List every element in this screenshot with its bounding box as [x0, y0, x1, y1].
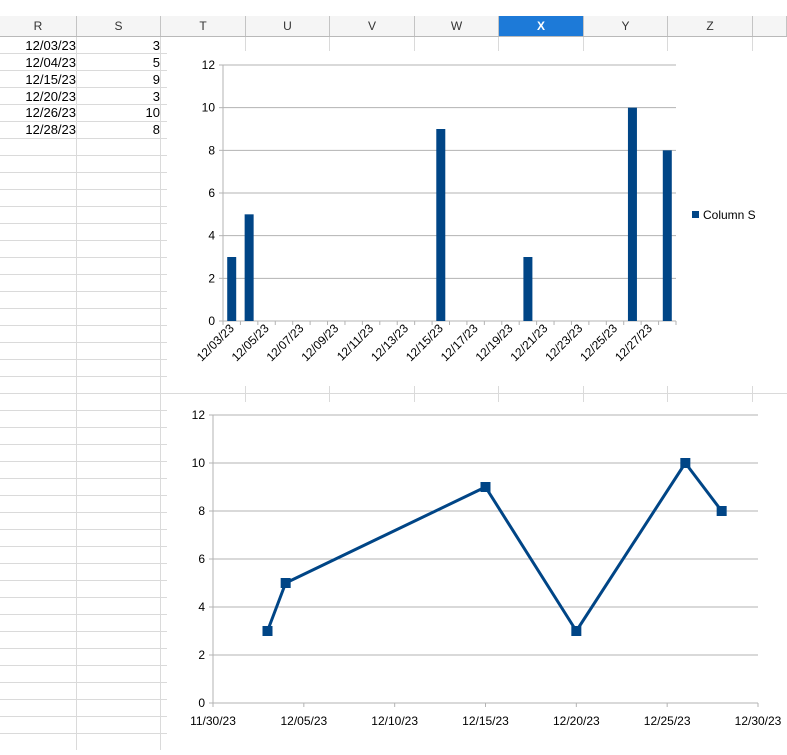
- cell-date[interactable]: 12/26/23: [25, 105, 76, 120]
- y-tick-label: 4: [208, 229, 215, 243]
- x-tick-label: 12/13/23: [368, 321, 411, 364]
- cell-value[interactable]: 10: [145, 105, 160, 120]
- y-tick-label: 12: [192, 408, 206, 422]
- column-gridline: [414, 37, 415, 750]
- column-gridline: [329, 37, 330, 750]
- bar: [227, 257, 237, 321]
- x-tick-label: 12/30/23: [735, 714, 782, 728]
- bar-chart-svg: 0 2 4 6 8 10 12 12/03/2312/05/2312/07/2312/09/2…: [194, 58, 756, 364]
- toolbar-strip: [0, 0, 787, 17]
- column-gridline: [583, 37, 584, 750]
- series-line: [266, 461, 723, 633]
- data-point-marker: [571, 626, 582, 636]
- y-tick-label: 0: [208, 314, 215, 328]
- x-tick-label: 12/05/23: [280, 714, 327, 728]
- bar: [627, 107, 637, 321]
- cell-date[interactable]: 12/03/23: [25, 38, 76, 53]
- y-tick-label: 12: [202, 58, 216, 72]
- x-tick-label: 12/05/23: [229, 321, 272, 364]
- column-header-r[interactable]: R: [0, 16, 77, 36]
- legend-swatch: [692, 211, 699, 218]
- bar: [662, 150, 672, 321]
- column-gridline: [76, 37, 77, 750]
- column-gridline: [160, 37, 161, 750]
- x-tick-label: 12/21/23: [508, 321, 551, 364]
- column-gridline: [667, 37, 668, 750]
- x-tick-label: 12/15/23: [462, 714, 509, 728]
- y-tick-label: 4: [198, 600, 205, 614]
- y-tick-label: 2: [208, 271, 215, 285]
- data-point-marker: [716, 506, 727, 516]
- line-chart[interactable]: 0 2 4 6 8 10 12 11/30/23 12/05/23 12/10/23 12/15/2…: [167, 402, 787, 750]
- x-tick-label: 12/15/23: [403, 321, 446, 364]
- cell-value[interactable]: 3: [152, 38, 160, 53]
- column-header-z[interactable]: Z: [668, 16, 753, 36]
- x-tick-label: 12/27/23: [612, 321, 655, 364]
- column-header-bar: R S T U V W X Y Z: [0, 16, 787, 37]
- column-header-v[interactable]: V: [330, 16, 415, 36]
- cell-value[interactable]: 5: [152, 55, 160, 70]
- x-tick-label: 12/20/23: [553, 714, 600, 728]
- x-tick-label: 12/03/23: [194, 321, 237, 364]
- row-gridline: [0, 393, 787, 394]
- column-gridline: [498, 37, 499, 750]
- column-header-y[interactable]: Y: [584, 16, 668, 36]
- column-header-w[interactable]: W: [415, 16, 499, 36]
- x-tick-label: 12/25/23: [644, 714, 691, 728]
- column-header-t[interactable]: T: [161, 16, 246, 36]
- cell-date[interactable]: 12/15/23: [25, 72, 76, 87]
- cell-date[interactable]: 12/04/23: [25, 55, 76, 70]
- column-header-s[interactable]: S: [77, 16, 161, 36]
- legend-label: Column S: [703, 208, 756, 222]
- column-gridline: [245, 37, 246, 750]
- x-tick-label: 12/10/23: [371, 714, 418, 728]
- y-tick-label: 6: [208, 186, 215, 200]
- data-point-marker: [680, 458, 691, 468]
- x-tick-label: 12/25/23: [577, 321, 620, 364]
- data-point-marker: [280, 578, 291, 588]
- data-point-marker: [480, 482, 491, 492]
- y-tick-label: 8: [198, 504, 205, 518]
- column-header-next[interactable]: [753, 16, 787, 36]
- line-chart-svg: 0 2 4 6 8 10 12 11/30/23 12/05/23 12/10/23 12/15/2…: [190, 408, 782, 728]
- data-point-marker: [262, 626, 273, 636]
- y-tick-label: 6: [198, 552, 205, 566]
- column-header-x[interactable]: X: [499, 16, 584, 36]
- x-tick-label: 12/07/23: [264, 321, 307, 364]
- y-tick-label: 10: [202, 101, 216, 115]
- bar: [244, 214, 254, 321]
- cell-date[interactable]: 12/20/23: [25, 89, 76, 104]
- x-tick-label: 12/09/23: [298, 321, 341, 364]
- column-header-u[interactable]: U: [246, 16, 330, 36]
- cell-date[interactable]: 12/28/23: [25, 122, 76, 137]
- cell-value[interactable]: 8: [152, 122, 160, 137]
- cell-value[interactable]: 9: [152, 72, 160, 87]
- bar-chart[interactable]: 0 2 4 6 8 10 12 12/03/23 12/05/23 12/07/23 12/09/2…: [167, 51, 787, 386]
- bar: [436, 129, 446, 321]
- x-tick-label: 12/23/23: [542, 321, 585, 364]
- bar: [523, 257, 533, 321]
- y-tick-label: 2: [198, 648, 205, 662]
- x-tick-label: 11/30/23: [190, 714, 236, 728]
- column-gridline: [752, 37, 753, 750]
- x-tick-label: 12/17/23: [438, 321, 481, 364]
- y-tick-label: 10: [192, 456, 206, 470]
- x-tick-label: 12/19/23: [473, 321, 516, 364]
- y-tick-label: 0: [198, 696, 205, 710]
- y-tick-label: 8: [208, 143, 215, 157]
- cell-value[interactable]: 3: [152, 89, 160, 104]
